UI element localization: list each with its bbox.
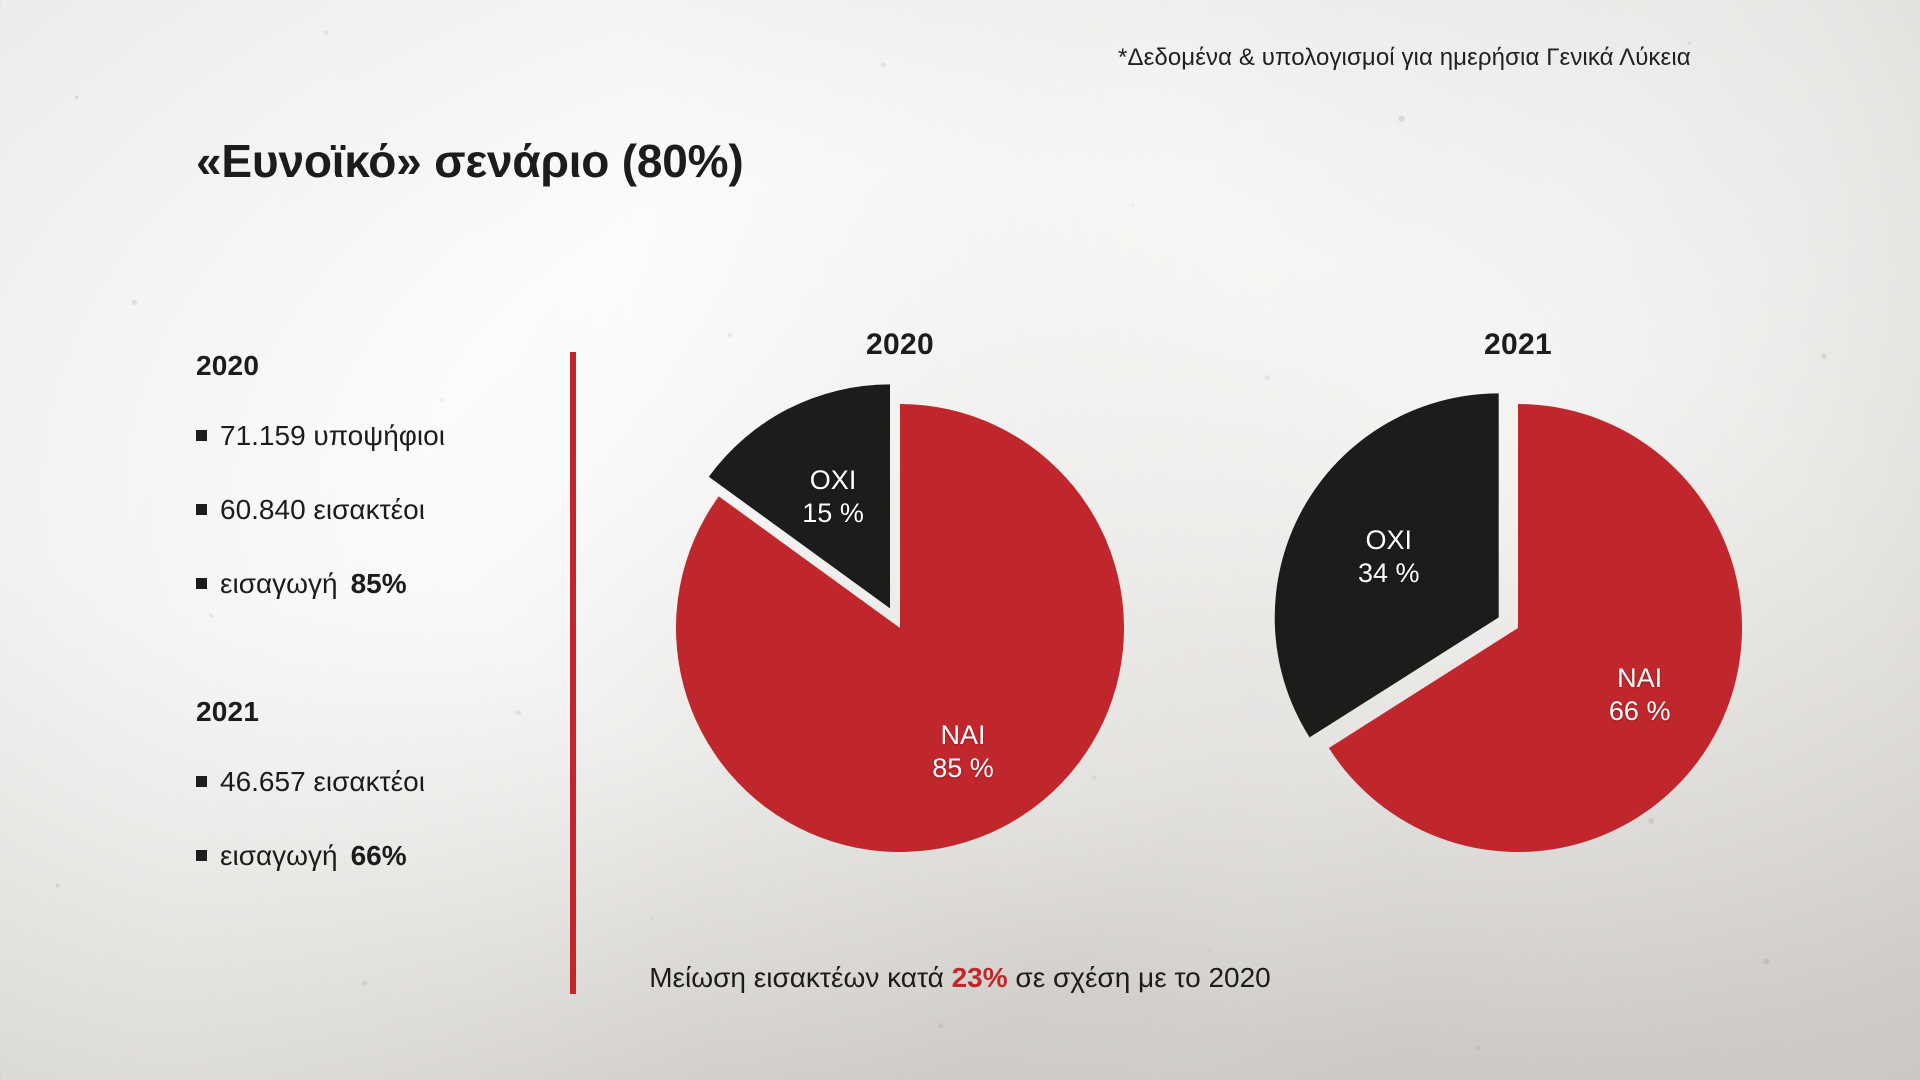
legend-item-label: εισαγωγή — [220, 840, 338, 871]
vertical-red-divider — [570, 352, 576, 994]
pie-slice-label-oxi-2021: ΟΧΙ 34 % — [1358, 524, 1420, 590]
legend-year-2020: 2020 — [196, 350, 260, 381]
pie-svg-2020 — [676, 384, 1124, 852]
pie-slice-value: 66 % — [1608, 695, 1671, 726]
square-bullet-icon — [196, 776, 207, 787]
pie-chart-2020: 2020 ΝΑΙ 85 % ΟΧΙ 15 % — [654, 328, 1146, 874]
caption-before: Μείωση εισακτέων κατά — [649, 962, 952, 993]
legend-item-value: 85% — [350, 568, 407, 599]
legend-group-2020: 2020 71.159 υποψήφιοι 60.840 εισακτέοι ε… — [196, 350, 526, 600]
square-bullet-icon — [196, 578, 207, 589]
legend-item-label: εισαγωγή — [220, 568, 338, 599]
chart-caption: Μείωση εισακτέων κατά 23% σε σχέση με το… — [0, 962, 1920, 994]
chart-title-2020: 2020 — [866, 328, 934, 361]
pie-svg-2021 — [1274, 393, 1742, 852]
pie-slice-label-oxi-2020: ΟΧΙ 15 % — [802, 464, 864, 530]
pie-slice-name: ΟΧΙ — [1365, 525, 1413, 556]
list-item: εισαγωγή 85% — [196, 568, 526, 600]
legend-group-2021: 2021 46.657 εισακτέοι εισαγωγή 66% — [196, 696, 526, 872]
list-item: 46.657 εισακτέοι — [196, 766, 526, 798]
legend-item-label: 46.657 εισακτέοι — [220, 766, 425, 797]
pie-slice-name: ΝΑΙ — [1617, 662, 1663, 693]
legend-year-2021: 2021 — [196, 696, 260, 727]
pie-chart-2021: 2021 ΝΑΙ 66 % ΟΧΙ 34 % — [1272, 328, 1764, 874]
pie-slice-οχι — [1274, 393, 1499, 738]
legend-panel: 2020 71.159 υποψήφιοι 60.840 εισακτέοι ε… — [196, 350, 526, 914]
pie-slice-οχι — [708, 384, 891, 609]
list-item: εισαγωγή 66% — [196, 840, 526, 872]
chart-title-2021: 2021 — [1484, 328, 1552, 361]
page-title: «Ευνοϊκό» σενάριο (80%) — [196, 135, 744, 187]
caption-after: σε σχέση με το 2020 — [1007, 962, 1271, 993]
legend-item-value: 66% — [350, 840, 407, 871]
square-bullet-icon — [196, 430, 207, 441]
caption-highlight: 23% — [951, 962, 1008, 993]
footnote-text: *Δεδομένα & υπολογισμοί για ημερήσια Γεν… — [1118, 44, 1691, 71]
list-item: 71.159 υποψήφιοι — [196, 420, 526, 452]
square-bullet-icon — [196, 850, 207, 861]
legend-item-label: 71.159 υποψήφιοι — [220, 420, 445, 451]
pie-slice-label-nai-2021: ΝΑΙ 66 % — [1609, 662, 1671, 728]
pie-slice-ναι — [676, 404, 1124, 852]
list-item: 60.840 εισακτέοι — [196, 494, 526, 526]
legend-item-label: 60.840 εισακτέοι — [220, 494, 425, 525]
pie-slice-name: ΟΧΙ — [809, 464, 857, 495]
pie-slice-value: 85 % — [932, 752, 994, 783]
pie-slice-label-nai-2020: ΝΑΙ 85 % — [932, 719, 994, 785]
pie-slice-value: 34 % — [1358, 557, 1420, 588]
square-bullet-icon — [196, 504, 207, 515]
pie-slice-value: 15 % — [802, 497, 864, 528]
pie-slice-name: ΝΑΙ — [940, 719, 986, 750]
legend-group-spacer — [196, 642, 526, 696]
pie-slice-ναι — [1328, 404, 1742, 852]
